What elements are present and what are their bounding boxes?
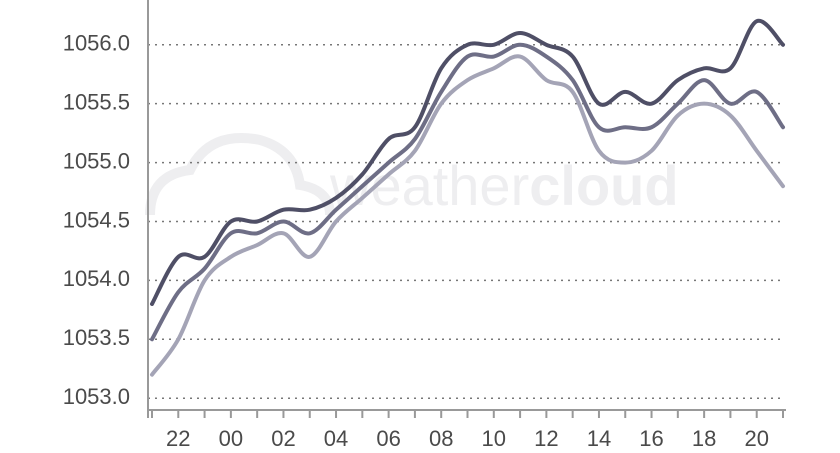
y-tick-label: 1055.5 [63,89,130,114]
y-tick-label: 1053.0 [63,384,130,409]
x-tick-label: 02 [271,426,295,451]
line-series [150,54,785,377]
y-tick-label: 1055.0 [63,148,130,173]
watermark-logo [145,133,335,216]
x-tick-label: 00 [219,426,243,451]
x-tick-label: 08 [429,426,453,451]
y-tick-label: 1054.0 [63,266,130,291]
x-tick-label: 12 [534,426,558,451]
x-tick-label: 18 [692,426,716,451]
x-tick-label: 06 [376,426,400,451]
x-tick-label: 04 [324,426,348,451]
y-tick-label: 1056.0 [63,31,130,56]
y-tick-label: 1053.5 [63,325,130,350]
x-tick-label: 20 [744,426,768,451]
line-series [150,18,785,306]
x-tick-label: 10 [482,426,506,451]
line-series [150,42,785,342]
x-tick-label: 14 [587,426,611,451]
watermark-text: weathercloud [329,154,679,217]
watermark-word: cloud [529,154,678,217]
y-tick-label: 1054.5 [63,207,130,232]
x-tick-label: 22 [166,426,190,451]
watermark: weathercloud [145,133,679,217]
x-tick-label: 16 [639,426,663,451]
